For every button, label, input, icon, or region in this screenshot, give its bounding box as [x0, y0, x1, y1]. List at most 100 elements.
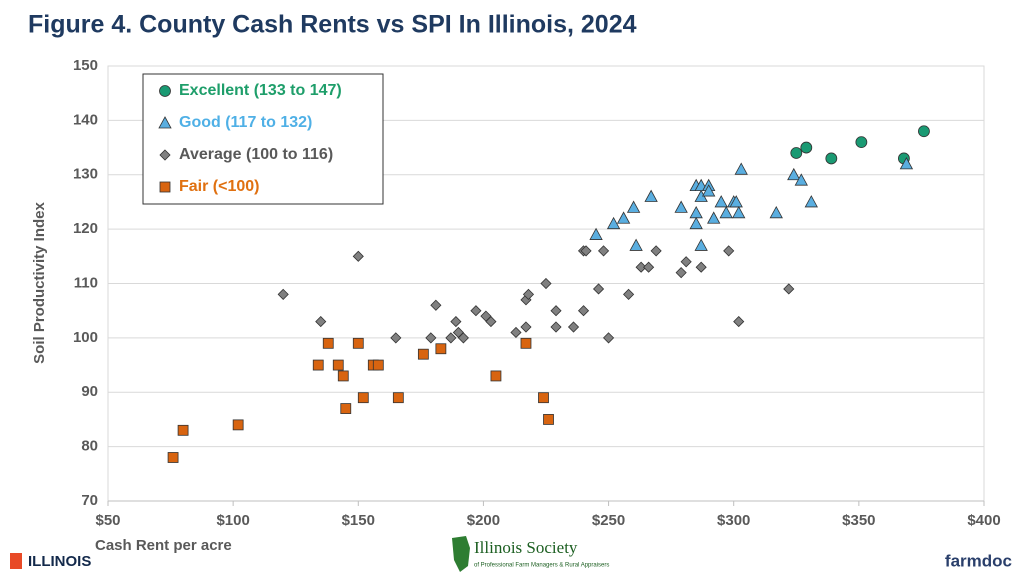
data-point	[790, 147, 803, 159]
x-tick-label: $250	[592, 512, 625, 529]
y-axis-title: Soil Productivity Index	[31, 201, 48, 363]
data-point	[592, 283, 605, 295]
data-point	[729, 195, 743, 208]
data-point	[719, 205, 733, 219]
data-point	[450, 315, 462, 328]
data-point	[352, 337, 364, 349]
illinois-logo-text: ILLINOIS	[28, 553, 91, 570]
data-point	[855, 136, 868, 149]
data-point	[635, 261, 647, 273]
data-point	[675, 267, 687, 279]
data-point	[277, 288, 289, 300]
data-point	[520, 321, 532, 333]
data-point	[177, 424, 189, 436]
data-point	[510, 326, 522, 339]
illinois-logo-mark	[10, 553, 22, 569]
farmdoc-logo: farmdoc	[945, 551, 1012, 570]
data-point	[606, 216, 621, 230]
data-point	[787, 167, 801, 181]
data-point	[629, 238, 643, 251]
legend-marker	[159, 181, 171, 193]
chart-title: Figure 4. County Cash Rents vs SPI In Il…	[28, 11, 637, 39]
legend-label: Fair (<100)	[179, 178, 259, 195]
data-point	[520, 337, 532, 349]
data-point	[598, 245, 610, 257]
legend-marker	[159, 149, 171, 161]
data-point	[390, 332, 402, 344]
data-point	[540, 277, 552, 290]
data-point	[372, 359, 384, 371]
data-point	[680, 256, 692, 268]
legend-label: Average (100 to 116)	[179, 146, 333, 163]
y-tick-label: 70	[81, 492, 98, 509]
data-point	[357, 392, 369, 404]
data-point	[567, 321, 580, 333]
data-point	[315, 315, 327, 328]
data-point	[732, 205, 746, 219]
data-point	[626, 200, 641, 213]
society-logo-mark	[452, 536, 470, 572]
data-point	[392, 392, 404, 404]
legend-label: Excellent (133 to 147)	[179, 82, 342, 99]
data-point	[644, 189, 658, 202]
x-tick-label: $50	[95, 512, 120, 529]
data-point	[470, 305, 482, 317]
data-point	[312, 359, 324, 371]
data-point	[603, 332, 615, 344]
data-point	[543, 414, 554, 425]
data-point	[332, 359, 344, 371]
data-point	[804, 195, 818, 208]
data-point	[650, 245, 662, 257]
y-tick-label: 90	[81, 383, 98, 400]
data-point	[702, 184, 716, 197]
data-point	[800, 141, 813, 154]
data-point	[714, 195, 728, 208]
data-point	[899, 157, 914, 170]
x-axis-title: Cash Rent per acre	[95, 537, 232, 554]
society-subtitle: of Professional Farm Managers & Rural Ap…	[474, 563, 609, 569]
data-point	[167, 452, 179, 463]
x-tick-label: $150	[342, 512, 375, 529]
data-point	[322, 337, 334, 349]
data-point	[589, 227, 603, 240]
data-point	[689, 205, 703, 219]
data-point	[577, 305, 590, 317]
legend-marker	[159, 85, 171, 97]
data-point	[232, 419, 244, 431]
data-point	[825, 152, 838, 165]
data-point	[643, 261, 655, 273]
y-tick-label: 100	[73, 329, 98, 346]
data-point	[490, 370, 502, 382]
data-point	[689, 216, 703, 230]
x-tick-label: $350	[842, 512, 875, 529]
legend-marker	[158, 116, 172, 129]
data-point	[337, 370, 349, 382]
data-point	[623, 288, 635, 300]
footer: ILLINOIS Illinois Society of Professiona…	[10, 536, 1012, 572]
data-point	[707, 211, 721, 224]
x-tick-label: $100	[216, 512, 249, 529]
data-point	[769, 205, 783, 219]
data-point	[794, 173, 808, 186]
y-tick-label: 140	[73, 111, 98, 128]
society-title: Illinois Society	[474, 538, 578, 557]
data-point	[734, 162, 748, 175]
data-point	[522, 288, 535, 300]
x-tick-label: $400	[967, 512, 1000, 529]
x-tick-label: $300	[717, 512, 750, 529]
data-point	[435, 343, 447, 355]
y-tick-label: 110	[74, 274, 98, 291]
x-tick-label: $200	[467, 512, 500, 529]
data-point	[695, 261, 707, 273]
data-point	[430, 299, 442, 311]
legend-label: Good (117 to 132)	[179, 114, 312, 131]
data-point	[694, 238, 708, 251]
data-point	[616, 211, 631, 224]
data-point	[425, 332, 437, 344]
data-point	[417, 348, 429, 360]
y-tick-label: 150	[73, 57, 98, 74]
y-tick-label: 120	[73, 220, 98, 237]
data-point	[733, 315, 745, 328]
data-point	[457, 332, 469, 344]
